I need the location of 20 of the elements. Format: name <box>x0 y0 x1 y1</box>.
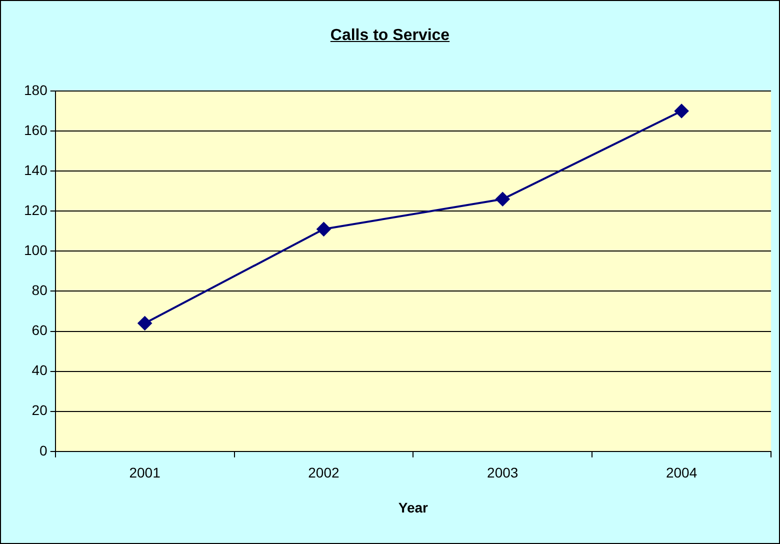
y-tick-label: 40 <box>32 362 48 378</box>
x-tick-label: 2004 <box>666 464 698 481</box>
y-tick-label: 160 <box>24 122 48 138</box>
point <box>316 222 331 236</box>
x-tick-label: 2002 <box>308 464 340 481</box>
y-tick-label: 80 <box>32 282 48 298</box>
point <box>496 192 510 206</box>
chart-title: Calls to Service <box>329 27 451 45</box>
point <box>138 316 152 330</box>
y-tick-label: 0 <box>40 442 48 458</box>
x-tick-label: 2003 <box>487 464 518 481</box>
point <box>674 104 689 118</box>
y-tick-label: 120 <box>24 202 48 218</box>
x-tick-label: 2001 <box>129 464 161 481</box>
x-axis-title: Year <box>398 499 429 516</box>
y-tick-label: 60 <box>32 322 48 338</box>
y-tick-label: 20 <box>32 402 48 418</box>
y-tick-label: 100 <box>24 242 48 258</box>
y-tick-label: 140 <box>24 162 48 178</box>
y-tick-label: 180 <box>24 82 48 98</box>
